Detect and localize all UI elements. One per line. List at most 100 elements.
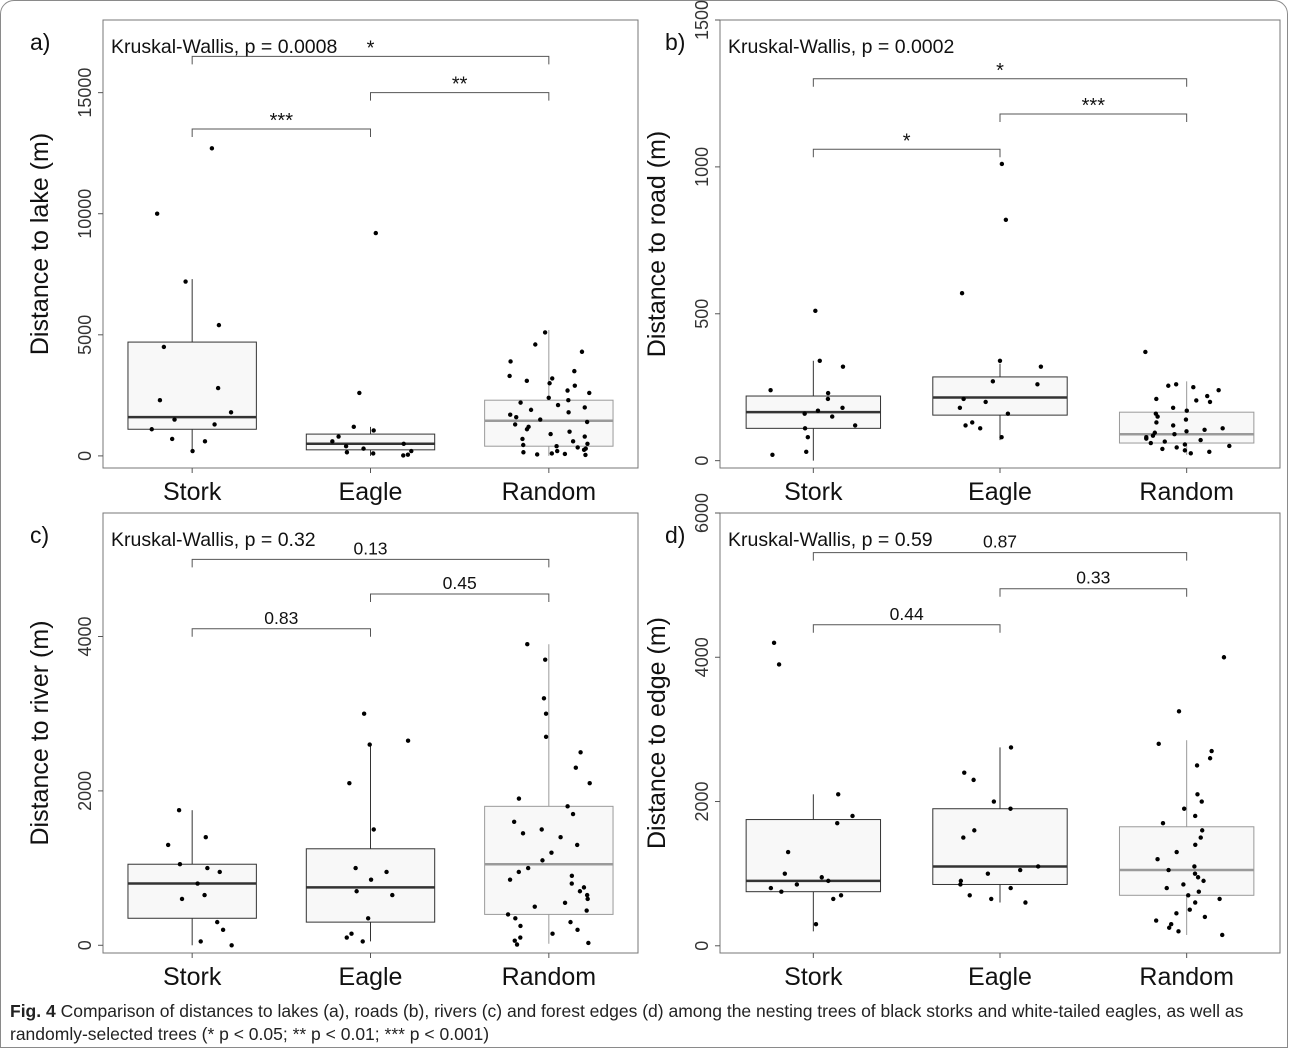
- data-point: [957, 405, 963, 410]
- data-point: [533, 342, 538, 347]
- data-point: [367, 742, 372, 747]
- x-tick-label: Eagle: [339, 478, 403, 506]
- data-point: [1221, 655, 1227, 660]
- data-point: [825, 396, 831, 402]
- data-point: [550, 931, 555, 936]
- data-point: [365, 916, 371, 921]
- data-point: [149, 427, 154, 432]
- data-point: [581, 885, 587, 890]
- data-point: [216, 322, 222, 328]
- x-tick-label: Stork: [163, 478, 222, 506]
- y-tick-label: 0: [692, 456, 712, 466]
- data-point: [991, 799, 997, 804]
- data-point: [1181, 806, 1187, 811]
- data-point: [165, 842, 171, 848]
- data-point: [575, 445, 580, 450]
- data-point: [771, 640, 777, 646]
- data-point: [172, 417, 177, 422]
- data-point: [516, 796, 522, 801]
- data-point: [972, 828, 977, 833]
- data-point: [582, 405, 587, 410]
- chart-panel-1: a) Kruskal-Wallis, p = 0.0008 0 5000 10000 15…: [26, 19, 639, 506]
- data-point: [961, 835, 966, 840]
- data-point: [768, 387, 773, 393]
- data-point: [534, 452, 540, 457]
- data-point: [1205, 393, 1210, 399]
- data-point: [1168, 921, 1174, 927]
- data-point: [1176, 929, 1181, 934]
- data-point: [539, 827, 544, 832]
- data-point: [540, 858, 545, 863]
- data-point: [405, 452, 411, 457]
- data-point: [959, 291, 965, 296]
- comparison-bracket: [812, 624, 1001, 633]
- data-point: [1227, 443, 1232, 449]
- data-point: [1023, 900, 1028, 905]
- data-point: [1192, 813, 1198, 819]
- data-point: [585, 441, 590, 446]
- data-point: [782, 871, 788, 876]
- x-tick-label: Stork: [784, 478, 843, 506]
- data-point: [1166, 383, 1171, 388]
- data-point: [970, 420, 975, 425]
- comparison-label: 0.33: [1076, 568, 1110, 588]
- data-point: [371, 428, 376, 433]
- y-tick-label: 0: [75, 451, 95, 461]
- data-point: [587, 390, 592, 396]
- data-point: [169, 436, 175, 442]
- data-point: [1198, 437, 1203, 443]
- data-point: [505, 912, 511, 917]
- data-point: [215, 385, 221, 391]
- data-point: [1038, 364, 1044, 369]
- data-point: [587, 780, 592, 786]
- data-point: [401, 441, 406, 446]
- y-tick-label: 2000: [75, 771, 95, 811]
- caption-text: Comparison of distances to lakes (a), ro…: [10, 1001, 1244, 1044]
- x-tick-label: Random: [502, 963, 597, 991]
- y-axis-label: Distance to lake (m): [26, 133, 54, 355]
- x-tick-label: Eagle: [339, 963, 403, 991]
- data-point: [840, 405, 845, 410]
- data-point: [528, 407, 534, 413]
- data-point: [1160, 446, 1165, 452]
- data-point: [1153, 918, 1159, 923]
- data-point: [985, 871, 991, 876]
- panel-label: d): [665, 522, 685, 548]
- data-point: [585, 896, 590, 902]
- data-point: [336, 434, 341, 439]
- data-point: [565, 388, 570, 393]
- y-tick-label: 4000: [692, 637, 712, 677]
- comparison-label: *: [996, 60, 1004, 82]
- data-point: [1162, 439, 1167, 444]
- data-point: [572, 383, 578, 388]
- comparison-bracket: [191, 55, 550, 65]
- data-point: [1164, 885, 1169, 891]
- data-point: [830, 414, 835, 419]
- chart-title: Kruskal-Wallis, p = 0.59: [728, 529, 933, 551]
- data-point: [354, 889, 359, 894]
- data-point: [794, 882, 800, 887]
- data-point: [989, 896, 994, 902]
- data-point: [512, 938, 517, 943]
- data-point: [565, 804, 570, 809]
- data-point: [1187, 907, 1192, 912]
- data-point: [572, 368, 577, 374]
- box-eagle: [305, 433, 436, 451]
- data-point: [547, 381, 552, 386]
- data-point: [555, 448, 560, 454]
- data-point: [579, 349, 585, 354]
- data-point: [562, 451, 568, 457]
- comparison-bracket: [812, 148, 1001, 158]
- data-point: [1173, 382, 1179, 387]
- data-point: [1196, 889, 1202, 894]
- comparison-bracket: [812, 78, 1188, 87]
- data-point: [825, 390, 831, 396]
- data-point: [1154, 420, 1159, 425]
- data-point: [361, 711, 367, 716]
- data-point: [962, 770, 967, 775]
- data-point: [770, 452, 775, 457]
- data-point: [562, 900, 568, 906]
- data-point: [568, 919, 573, 925]
- comparison-label: 0.13: [353, 538, 387, 558]
